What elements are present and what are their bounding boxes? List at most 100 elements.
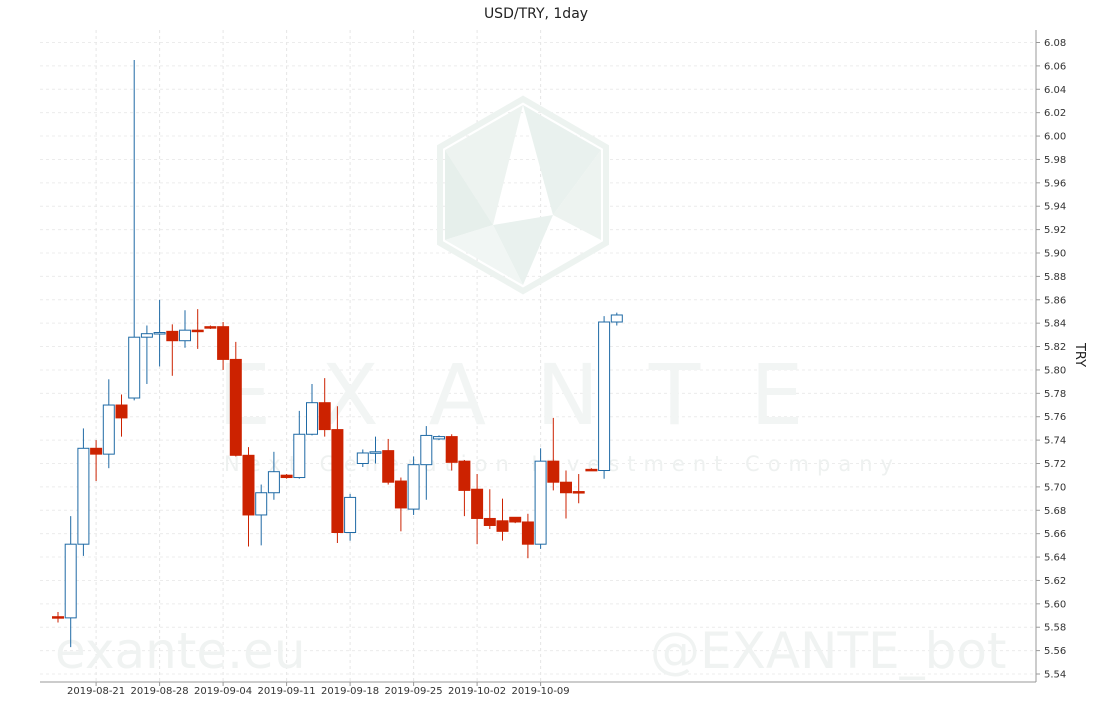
candle-body [166,330,179,342]
candle-body [52,616,64,619]
x-tick-label: 2019-08-28 [131,686,189,697]
candle [509,516,522,524]
candle [64,516,77,648]
candle-body [280,474,293,479]
candle-body [140,333,153,338]
candle [585,468,598,472]
candle [102,379,115,469]
candle [267,451,280,500]
candle-body [64,543,77,619]
candles [52,60,623,648]
candle-body [229,358,242,456]
candle-body [433,436,445,440]
candle [433,435,445,441]
y-tick-label: 6.00 [1044,132,1066,143]
exante-logo-icon [437,95,609,295]
y-tick-label: 6.02 [1044,108,1066,119]
candle [369,436,382,464]
candle-body [509,516,522,523]
y-tick-label: 6.06 [1044,61,1066,72]
candle-body [191,329,204,333]
candle [318,378,331,437]
candle [179,310,191,348]
y-tick-label: 5.92 [1044,225,1066,236]
candle-body [306,402,318,435]
candle-body [356,452,369,465]
y-tick-label: 5.64 [1044,553,1066,564]
candle-body [382,450,395,483]
candle [534,448,547,549]
candle [306,383,318,436]
y-tick-label: 5.70 [1044,482,1066,493]
y-tick-label: 5.60 [1044,599,1066,610]
x-tick-label: 2019-09-11 [258,686,316,697]
candle [610,312,623,326]
candle-body [407,464,420,510]
candle-body [496,520,509,532]
candle [280,474,293,479]
candle-body [267,471,280,494]
candle [255,484,268,546]
candle [331,406,344,544]
candle [394,477,407,532]
candle [90,440,103,482]
candle [191,309,204,349]
candle-body [255,492,268,516]
watermark-slogan: Next Generation Investment Company [224,452,901,476]
candle-body [102,404,115,455]
candle [572,474,585,504]
y-tick-label: 6.04 [1044,85,1066,96]
candle [420,426,433,500]
candle-body [420,434,433,466]
candle-body [483,517,496,526]
candle-body [458,460,471,491]
axes: 5.54 5.56 5.58 5.60 5.62 5.64 5.66 5.68 5.70 5.72… [40,30,1066,697]
candle [242,447,255,547]
candle-body [128,336,141,399]
x-tick-label: 2019-10-02 [448,686,506,697]
candle-body [204,326,217,329]
candle [344,493,357,541]
y-tick-label: 5.66 [1044,529,1066,540]
y-tick-label: 5.96 [1044,178,1066,189]
candle-body [344,496,357,533]
y-tick-label: 5.86 [1044,295,1066,306]
candle-body [394,480,407,509]
y-tick-label: 5.56 [1044,646,1066,657]
y-tick-label: 5.76 [1044,412,1066,423]
candle-body [560,481,572,494]
x-tick-label: 2019-08-21 [67,686,125,697]
y-tick-label: 5.78 [1044,389,1066,400]
candle [445,434,458,471]
y-tick-label: 5.68 [1044,506,1066,517]
candle [407,456,420,515]
candle [382,438,395,485]
candle [496,498,509,541]
x-tick-label: 2019-09-18 [321,686,379,697]
x-tick-label: 2019-09-25 [385,686,443,697]
y-tick-label: 5.54 [1044,670,1066,681]
candle-body [153,332,166,335]
candle [458,459,471,517]
candle-body [585,468,598,472]
candle [229,341,242,457]
candle [153,299,166,367]
candle-body [369,451,382,454]
y-tick-label: 5.58 [1044,623,1066,634]
candle [356,449,369,468]
candle [217,321,230,370]
candle-body [572,491,585,494]
candle-body [217,326,230,360]
candle-body [445,436,458,463]
candle-body [610,314,623,323]
candle [140,325,153,384]
candle-body [521,521,534,545]
candle-body [90,447,103,455]
candle-body [77,447,90,545]
candle-body [115,404,128,419]
y-tick-label: 5.84 [1044,319,1066,330]
candle-body [331,429,344,533]
y-tick-label: 6.08 [1044,38,1066,49]
